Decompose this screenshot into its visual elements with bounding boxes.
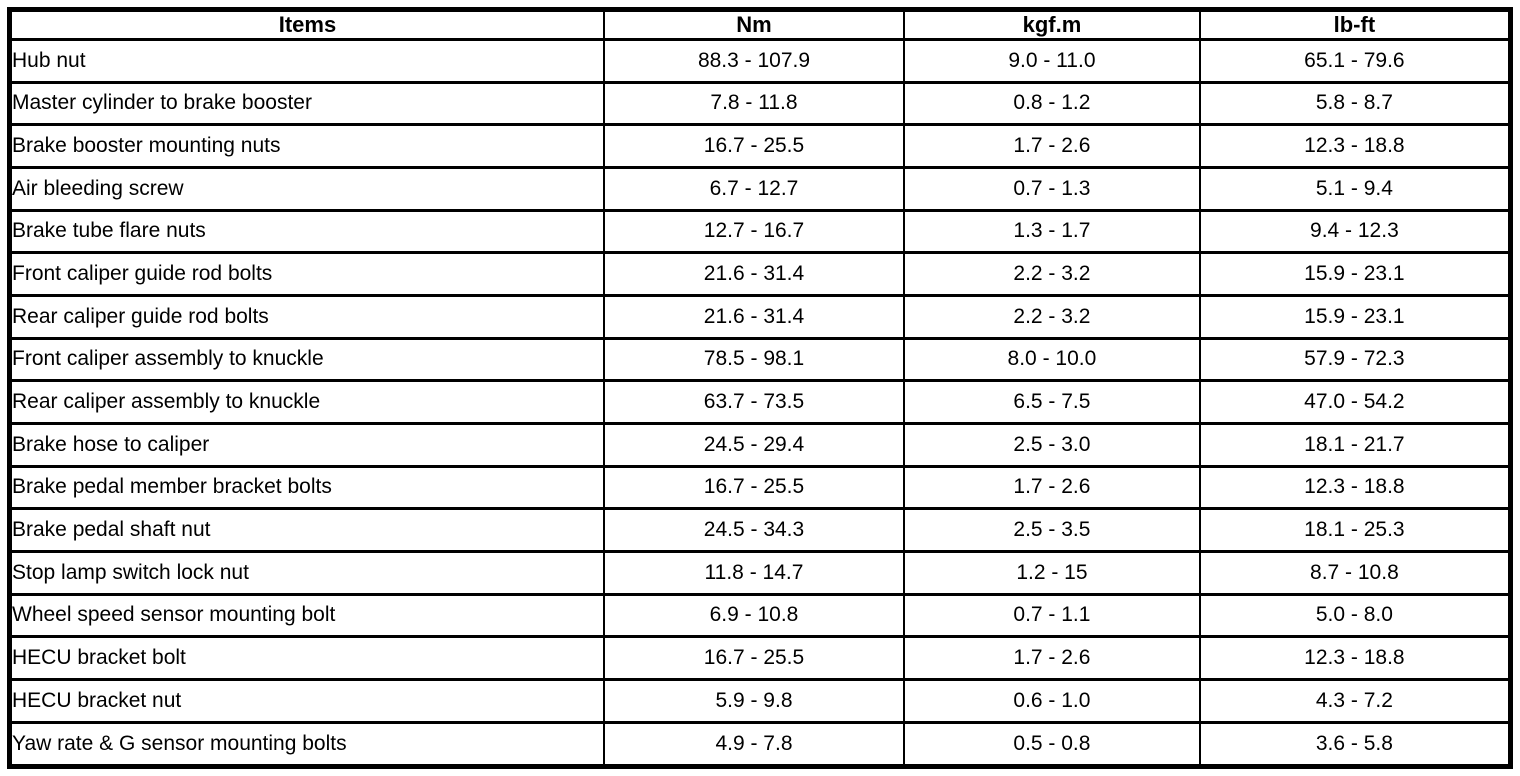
- item-name-cell: Brake booster mounting nuts: [8, 123, 605, 169]
- item-name-cell: Wheel speed sensor mounting bolt: [8, 592, 605, 639]
- table-row: Wheel speed sensor mounting bolt 6.9 - 10…: [8, 592, 1512, 639]
- nm-value-cell: 6.7 - 12.7: [602, 165, 906, 212]
- kgfm-value-cell: 1.3 - 1.7: [903, 208, 1201, 255]
- table-row: Front caliper assembly to knuckle 78.5 - …: [8, 336, 1512, 383]
- nm-value-cell: 16.7 - 25.5: [602, 464, 906, 511]
- kgfm-value-cell: 6.5 - 7.5: [903, 379, 1201, 425]
- torque-spec-table: Items Nm kgf.m lb-ft Hub nut 88.3 - 107.9…: [7, 7, 1513, 769]
- lbft-value-cell: 57.9 - 72.3: [1198, 336, 1512, 383]
- kgfm-value-cell: 8.0 - 10.0: [903, 336, 1201, 383]
- table-row: Front caliper guide rod bolts 21.6 - 31.4…: [8, 251, 1512, 297]
- item-name-cell: Brake hose to caliper: [8, 421, 605, 468]
- nm-value-cell: 12.7 - 16.7: [602, 208, 906, 255]
- item-name-cell: Stop lamp switch lock nut: [8, 549, 605, 596]
- item-name-cell: Master cylinder to brake booster: [8, 80, 605, 127]
- lbft-value-cell: 15.9 - 23.1: [1198, 293, 1512, 340]
- lbft-value-cell: 12.3 - 18.8: [1198, 635, 1512, 681]
- kgfm-value-cell: 0.6 - 1.0: [903, 677, 1201, 724]
- lbft-value-cell: 18.1 - 25.3: [1198, 507, 1512, 553]
- kgfm-value-cell: 0.7 - 1.1: [903, 592, 1201, 639]
- kgfm-value-cell: 2.2 - 3.2: [903, 293, 1201, 340]
- column-header-lbft: lb-ft: [1198, 8, 1512, 41]
- nm-value-cell: 24.5 - 29.4: [602, 421, 906, 468]
- lbft-value-cell: 4.3 - 7.2: [1198, 677, 1512, 724]
- table-row: HECU bracket nut 5.9 - 9.8 0.6 - 1.0 4.3 - …: [8, 677, 1512, 724]
- item-name-cell: Rear caliper assembly to knuckle: [8, 379, 605, 425]
- kgfm-value-cell: 0.5 - 0.8: [903, 720, 1201, 768]
- kgfm-value-cell: 1.7 - 2.6: [903, 635, 1201, 681]
- item-name-cell: Brake pedal shaft nut: [8, 507, 605, 553]
- table-row: Rear caliper guide rod bolts 21.6 - 31.4 2…: [8, 293, 1512, 340]
- table-row: Brake pedal shaft nut 24.5 - 34.3 2.5 - 3.…: [8, 507, 1512, 553]
- item-name-cell: HECU bracket nut: [8, 677, 605, 724]
- item-name-cell: Air bleeding screw: [8, 165, 605, 212]
- item-name-cell: HECU bracket bolt: [8, 635, 605, 681]
- nm-value-cell: 88.3 - 107.9: [602, 38, 906, 84]
- lbft-value-cell: 12.3 - 18.8: [1198, 123, 1512, 169]
- kgfm-value-cell: 1.7 - 2.6: [903, 123, 1201, 169]
- item-name-cell: Yaw rate & G sensor mounting bolts: [8, 720, 605, 768]
- column-header-nm: Nm: [602, 8, 906, 41]
- lbft-value-cell: 5.0 - 8.0: [1198, 592, 1512, 639]
- column-header-items: Items: [8, 8, 605, 41]
- nm-value-cell: 21.6 - 31.4: [602, 251, 906, 297]
- table-body: Hub nut 88.3 - 107.9 9.0 - 11.0 65.1 - 79.6…: [8, 38, 1512, 768]
- nm-value-cell: 6.9 - 10.8: [602, 592, 906, 639]
- nm-value-cell: 78.5 - 98.1: [602, 336, 906, 383]
- kgfm-value-cell: 9.0 - 11.0: [903, 38, 1201, 84]
- item-name-cell: Front caliper assembly to knuckle: [8, 336, 605, 383]
- item-name-cell: Front caliper guide rod bolts: [8, 251, 605, 297]
- lbft-value-cell: 47.0 - 54.2: [1198, 379, 1512, 425]
- item-name-cell: Brake pedal member bracket bolts: [8, 464, 605, 511]
- nm-value-cell: 24.5 - 34.3: [602, 507, 906, 553]
- lbft-value-cell: 8.7 - 10.8: [1198, 549, 1512, 596]
- nm-value-cell: 16.7 - 25.5: [602, 123, 906, 169]
- lbft-value-cell: 15.9 - 23.1: [1198, 251, 1512, 297]
- table-header-row: Items Nm kgf.m lb-ft: [8, 8, 1512, 41]
- table-row: Brake booster mounting nuts 16.7 - 25.5 1.…: [8, 123, 1512, 169]
- item-name-cell: Hub nut: [8, 38, 605, 84]
- kgfm-value-cell: 2.5 - 3.5: [903, 507, 1201, 553]
- lbft-value-cell: 12.3 - 18.8: [1198, 464, 1512, 511]
- lbft-value-cell: 5.1 - 9.4: [1198, 165, 1512, 212]
- nm-value-cell: 21.6 - 31.4: [602, 293, 906, 340]
- table-row: HECU bracket bolt 16.7 - 25.5 1.7 - 2.6 12.…: [8, 635, 1512, 681]
- nm-value-cell: 5.9 - 9.8: [602, 677, 906, 724]
- lbft-value-cell: 5.8 - 8.7: [1198, 80, 1512, 127]
- table-row: Hub nut 88.3 - 107.9 9.0 - 11.0 65.1 - 79.6: [8, 38, 1512, 84]
- table-row: Yaw rate & G sensor mounting bolts 4.9 - …: [8, 720, 1512, 768]
- lbft-value-cell: 3.6 - 5.8: [1198, 720, 1512, 768]
- item-name-cell: Brake tube flare nuts: [8, 208, 605, 255]
- lbft-value-cell: 9.4 - 12.3: [1198, 208, 1512, 255]
- column-header-kgfm: kgf.m: [903, 8, 1201, 41]
- nm-value-cell: 7.8 - 11.8: [602, 80, 906, 127]
- kgfm-value-cell: 2.2 - 3.2: [903, 251, 1201, 297]
- kgfm-value-cell: 1.2 - 15: [903, 549, 1201, 596]
- kgfm-value-cell: 0.7 - 1.3: [903, 165, 1201, 212]
- kgfm-value-cell: 0.8 - 1.2: [903, 80, 1201, 127]
- nm-value-cell: 11.8 - 14.7: [602, 549, 906, 596]
- table-row: Master cylinder to brake booster 7.8 - 11…: [8, 80, 1512, 127]
- table-row: Rear caliper assembly to knuckle 63.7 - 7…: [8, 379, 1512, 425]
- nm-value-cell: 63.7 - 73.5: [602, 379, 906, 425]
- table-row: Brake hose to caliper 24.5 - 29.4 2.5 - 3.…: [8, 421, 1512, 468]
- table-row: Stop lamp switch lock nut 11.8 - 14.7 1.2 …: [8, 549, 1512, 596]
- item-name-cell: Rear caliper guide rod bolts: [8, 293, 605, 340]
- nm-value-cell: 4.9 - 7.8: [602, 720, 906, 768]
- lbft-value-cell: 65.1 - 79.6: [1198, 38, 1512, 84]
- kgfm-value-cell: 2.5 - 3.0: [903, 421, 1201, 468]
- table-row: Air bleeding screw 6.7 - 12.7 0.7 - 1.3 5.1…: [8, 165, 1512, 212]
- kgfm-value-cell: 1.7 - 2.6: [903, 464, 1201, 511]
- table-row: Brake pedal member bracket bolts 16.7 - 2…: [8, 464, 1512, 511]
- lbft-value-cell: 18.1 - 21.7: [1198, 421, 1512, 468]
- table-row: Brake tube flare nuts 12.7 - 16.7 1.3 - 1.…: [8, 208, 1512, 255]
- nm-value-cell: 16.7 - 25.5: [602, 635, 906, 681]
